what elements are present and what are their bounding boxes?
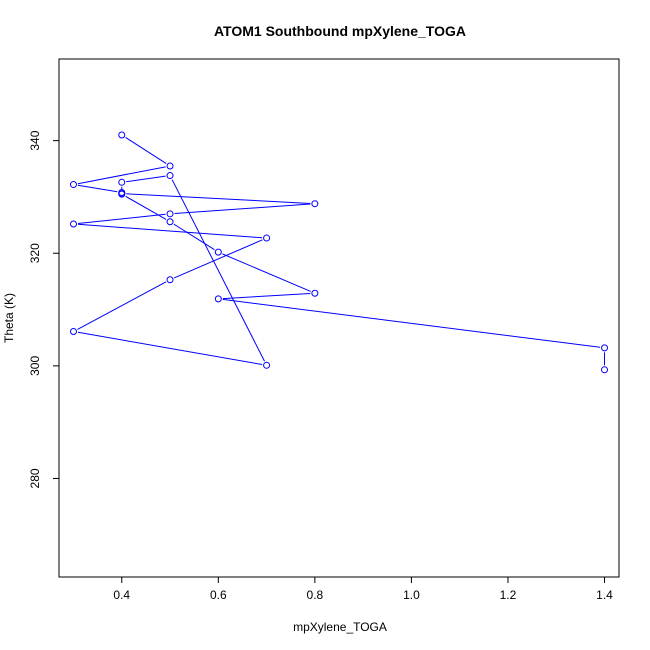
- x-tick-label: 0.6: [210, 588, 227, 602]
- series-line-segment: [125, 137, 167, 164]
- series-line-segment: [173, 239, 263, 279]
- series-line-segment: [77, 213, 166, 224]
- data-point: [166, 210, 174, 218]
- x-axis: 0.4 0.6 0.8 1.0 1.2 1.4: [113, 576, 613, 602]
- data-point: [69, 181, 77, 189]
- series-line-segment: [126, 193, 311, 204]
- series-line-segment: [77, 281, 167, 330]
- x-tick-label: 1.0: [403, 588, 420, 602]
- series-line-segment: [77, 223, 263, 239]
- data-point: [263, 234, 271, 242]
- series-line-segment: [77, 331, 263, 366]
- y-tick-label: 340: [28, 130, 42, 150]
- data-point: [166, 162, 174, 170]
- y-axis: 280 300 320 340: [28, 130, 60, 488]
- series-line-segment: [77, 166, 166, 185]
- data-point: [69, 328, 77, 336]
- x-axis-label: mpXylene_TOGA: [293, 620, 387, 634]
- series-points: [69, 131, 609, 374]
- series-line-segment: [126, 175, 166, 183]
- data-point: [601, 366, 609, 374]
- series-lines: [77, 137, 606, 366]
- series-line-segment: [174, 203, 311, 215]
- series-line-segment: [77, 184, 118, 193]
- data-point: [214, 248, 222, 256]
- data-point: [118, 131, 126, 139]
- series-line-segment: [222, 298, 601, 348]
- data-point: [214, 295, 222, 303]
- data-point: [69, 220, 77, 228]
- data-point: [263, 361, 271, 369]
- data-point: [601, 344, 609, 352]
- x-tick-label: 0.4: [113, 588, 130, 602]
- series-line-segment: [173, 223, 215, 251]
- y-tick-label: 300: [28, 356, 42, 376]
- data-point: [166, 172, 174, 180]
- x-tick-label: 1.2: [500, 588, 517, 602]
- data-point: [311, 289, 319, 297]
- y-tick-label: 280: [28, 468, 42, 488]
- data-point: [118, 178, 126, 186]
- x-tick-label: 0.8: [307, 588, 324, 602]
- series-line-segment: [222, 253, 311, 292]
- plot-frame: [58, 58, 620, 578]
- data-point: [166, 276, 174, 284]
- series-line-segment: [125, 195, 167, 220]
- data-point: [118, 190, 126, 198]
- x-tick-label: 1.4: [596, 588, 613, 602]
- data-point: [311, 200, 319, 208]
- series-line-segment: [171, 179, 265, 362]
- y-tick-label: 320: [28, 243, 42, 263]
- data-point: [166, 218, 174, 226]
- series-line-segment: [222, 292, 311, 300]
- y-axis-label: Theta (K): [2, 293, 16, 343]
- chart-title: ATOM1 Southbound mpXylene_TOGA: [214, 23, 466, 39]
